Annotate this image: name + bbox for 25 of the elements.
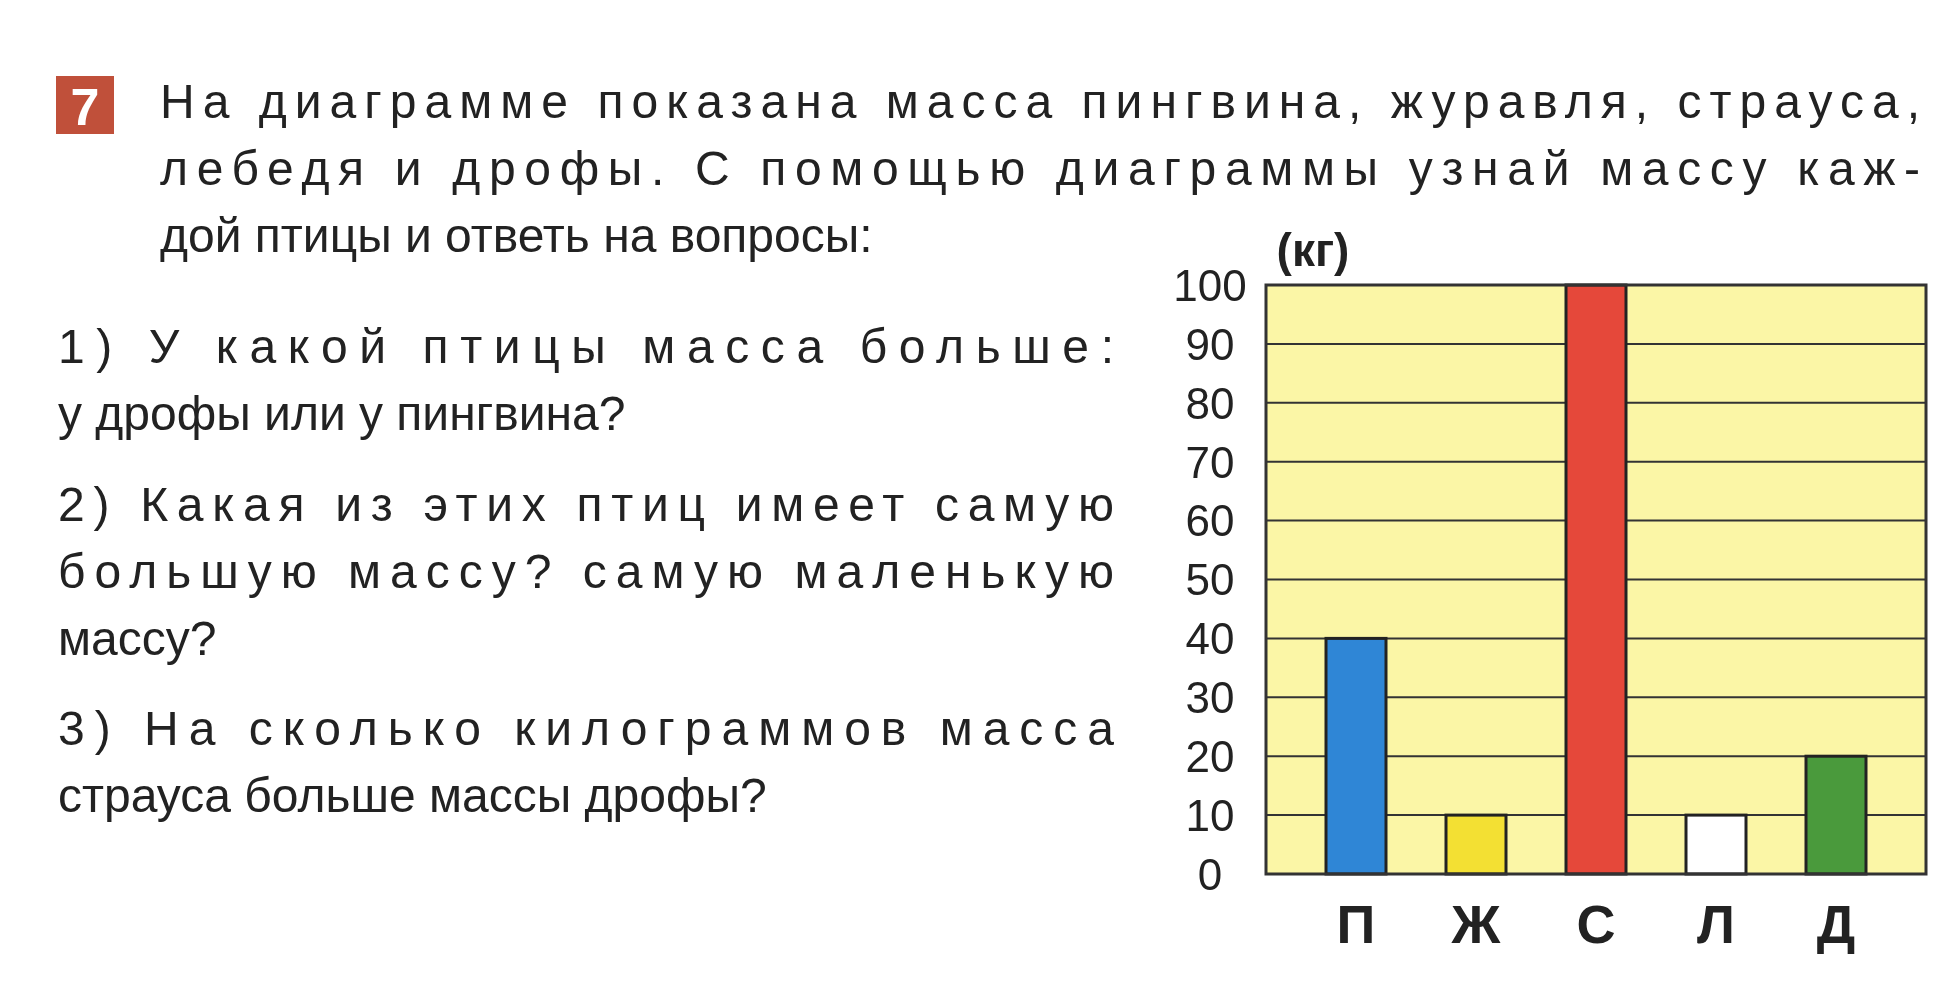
y-tick-label: 10 bbox=[1185, 790, 1235, 840]
y-tick-label: 80 bbox=[1185, 378, 1235, 428]
text: 3) На сколько килограммов масса страуса больше массы дрофы? bbox=[58, 702, 1115, 822]
text: 1) У какой птицы масса больше: у дрофы или у пингвина? bbox=[58, 320, 1114, 440]
bar bbox=[1444, 813, 1508, 876]
bar bbox=[1804, 754, 1868, 876]
y-tick-label: 30 bbox=[1185, 673, 1235, 723]
y-tick-label: 60 bbox=[1185, 496, 1235, 546]
x-tick-label: П bbox=[1336, 894, 1376, 954]
x-tick-label: Л bbox=[1697, 894, 1735, 954]
bar bbox=[1684, 813, 1748, 876]
y-tick-label: 100 bbox=[1173, 260, 1247, 310]
y-tick-label: 70 bbox=[1185, 437, 1235, 487]
bar bbox=[1324, 636, 1388, 876]
x-tick-label: Д bbox=[1816, 894, 1856, 954]
y-tick-label: 50 bbox=[1185, 555, 1235, 605]
text: 2) Какая из этих птиц имеет самую большую массу? самую маленькую массу? bbox=[58, 478, 1114, 665]
y-tick-label: 20 bbox=[1185, 732, 1235, 782]
y-axis-title: (кг) bbox=[1276, 224, 1350, 276]
y-tick-label: 40 bbox=[1185, 614, 1235, 664]
y-tick-label: 90 bbox=[1185, 319, 1235, 369]
x-tick-label: С bbox=[1576, 894, 1616, 954]
x-tick-label: Ж bbox=[1450, 894, 1502, 954]
text: 7 bbox=[70, 78, 100, 136]
y-tick-label: 0 bbox=[1197, 849, 1223, 899]
